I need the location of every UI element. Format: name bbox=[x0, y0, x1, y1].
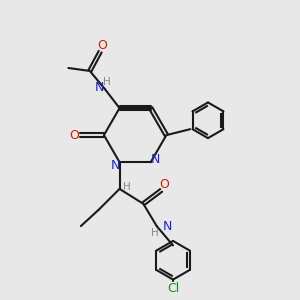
Text: N: N bbox=[151, 153, 160, 166]
Text: O: O bbox=[69, 129, 79, 142]
Text: N: N bbox=[94, 81, 104, 94]
Text: H: H bbox=[151, 229, 159, 238]
Text: O: O bbox=[97, 39, 106, 52]
Text: O: O bbox=[159, 178, 169, 191]
Text: H: H bbox=[103, 77, 111, 87]
Text: Cl: Cl bbox=[167, 282, 179, 295]
Text: N: N bbox=[163, 220, 172, 232]
Text: N: N bbox=[110, 159, 120, 172]
Text: H: H bbox=[123, 182, 131, 192]
